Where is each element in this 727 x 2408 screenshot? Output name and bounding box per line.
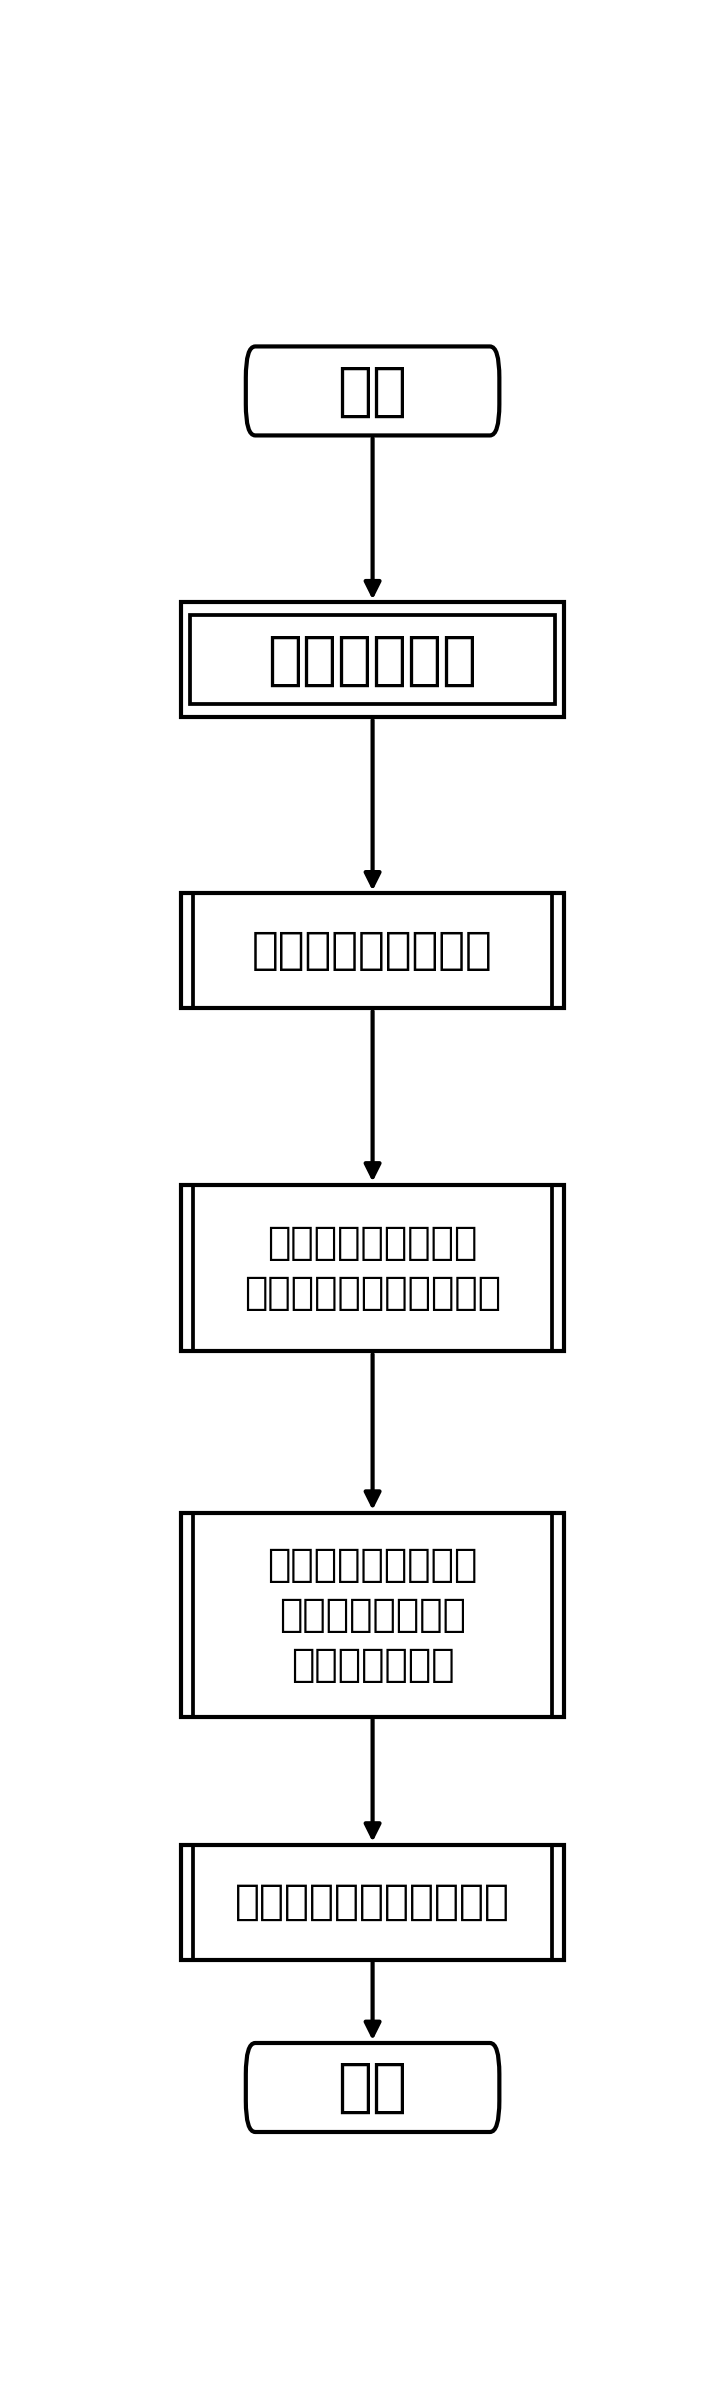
FancyBboxPatch shape [246,347,499,436]
Bar [181,1512,564,1717]
Bar [181,1845,564,1960]
Text: 结束: 结束 [337,2059,408,2117]
Text: 利用信道反转技术，
对大规模衰落矩阵
进行归一化处理: 利用信道反转技术， 对大规模衰落矩阵 进行归一化处理 [268,1546,478,1683]
Bar [181,893,564,1009]
Text: 获得大规模衰落因子: 获得大规模衰落因子 [252,929,493,973]
Bar [181,602,564,718]
Text: 计算得到干扰抑制预编码: 计算得到干扰抑制预编码 [235,1881,510,1924]
Bar [190,616,555,703]
FancyBboxPatch shape [246,2042,499,2131]
Text: 开始: 开始 [337,364,408,419]
Text: 确定系统模型: 确定系统模型 [268,631,478,689]
Bar [181,1185,564,1351]
Text: 网络枢纽控制器组成
区群大规模衰落因子矩阵: 网络枢纽控制器组成 区群大规模衰落因子矩阵 [244,1223,501,1312]
